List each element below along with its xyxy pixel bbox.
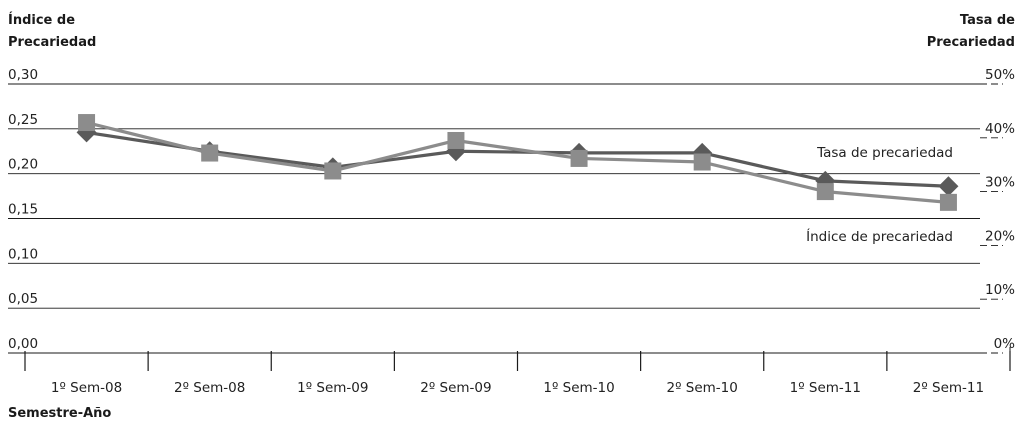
left-tick-label: 0,30 (8, 67, 38, 83)
square-marker (570, 149, 588, 167)
right-tick-label: 10% (985, 282, 1015, 298)
x-axis-title: Semestre-Año (8, 406, 111, 421)
square-marker (78, 114, 96, 132)
left-axis-title-line-2: Precariedad (8, 35, 96, 50)
x-axis: 1º Sem-08 2º Sem-08 1º Sem-09 2º Sem-09 1º S… (24, 351, 1011, 396)
annotation-indice: Índice de precariedad (806, 228, 953, 245)
square-marker (201, 144, 219, 162)
diamond-marker (938, 176, 959, 197)
x-tick-label: 2º Sem-08 (174, 380, 245, 396)
right-tick-label: 20% (985, 228, 1015, 244)
square-marker (939, 193, 957, 211)
right-tick-labels: 0% 10% 20% 30% 40% 50% (980, 67, 1015, 367)
left-tick-label: 0,00 (8, 336, 38, 352)
right-axis-title-line-2: Precariedad (927, 35, 1015, 50)
right-tick-label: 50% (985, 67, 1015, 83)
gridlines (8, 83, 980, 354)
left-tick-label: 0,10 (8, 246, 38, 262)
x-tick-label: 1º Sem-08 (51, 380, 122, 396)
annotation-tasa: Tasa de precariedad (816, 145, 953, 161)
right-tick-label: 30% (985, 175, 1015, 191)
left-tick-label: 0,15 (8, 202, 38, 218)
left-axis-title-line-1: Índice de (8, 12, 75, 28)
series-layer (76, 114, 959, 211)
left-tick-labels: 0,00 0,05 0,10 0,15 0,20 0,25 0,30 (8, 67, 38, 352)
x-tick-label: 2º Sem-11 (913, 380, 984, 396)
x-tick-label: 2º Sem-10 (667, 380, 738, 396)
square-marker (324, 162, 342, 180)
right-axis-title-line-1: Tasa de (960, 13, 1015, 28)
left-tick-label: 0,20 (8, 157, 38, 173)
series-line-1 (86, 130, 949, 188)
x-tick-label: 1º Sem-10 (543, 380, 614, 396)
x-tick-label: 1º Sem-11 (790, 380, 861, 396)
left-tick-label: 0,05 (8, 291, 38, 307)
right-tick-label: 0% (994, 336, 1016, 352)
square-marker (816, 183, 834, 201)
right-tick-label: 40% (985, 121, 1015, 137)
left-tick-label: 0,25 (8, 112, 38, 128)
square-marker (693, 153, 711, 171)
x-tick-label: 2º Sem-09 (420, 380, 491, 396)
x-tick-label: 1º Sem-09 (297, 380, 368, 396)
series-line-2 (86, 121, 949, 204)
square-marker (447, 131, 465, 149)
